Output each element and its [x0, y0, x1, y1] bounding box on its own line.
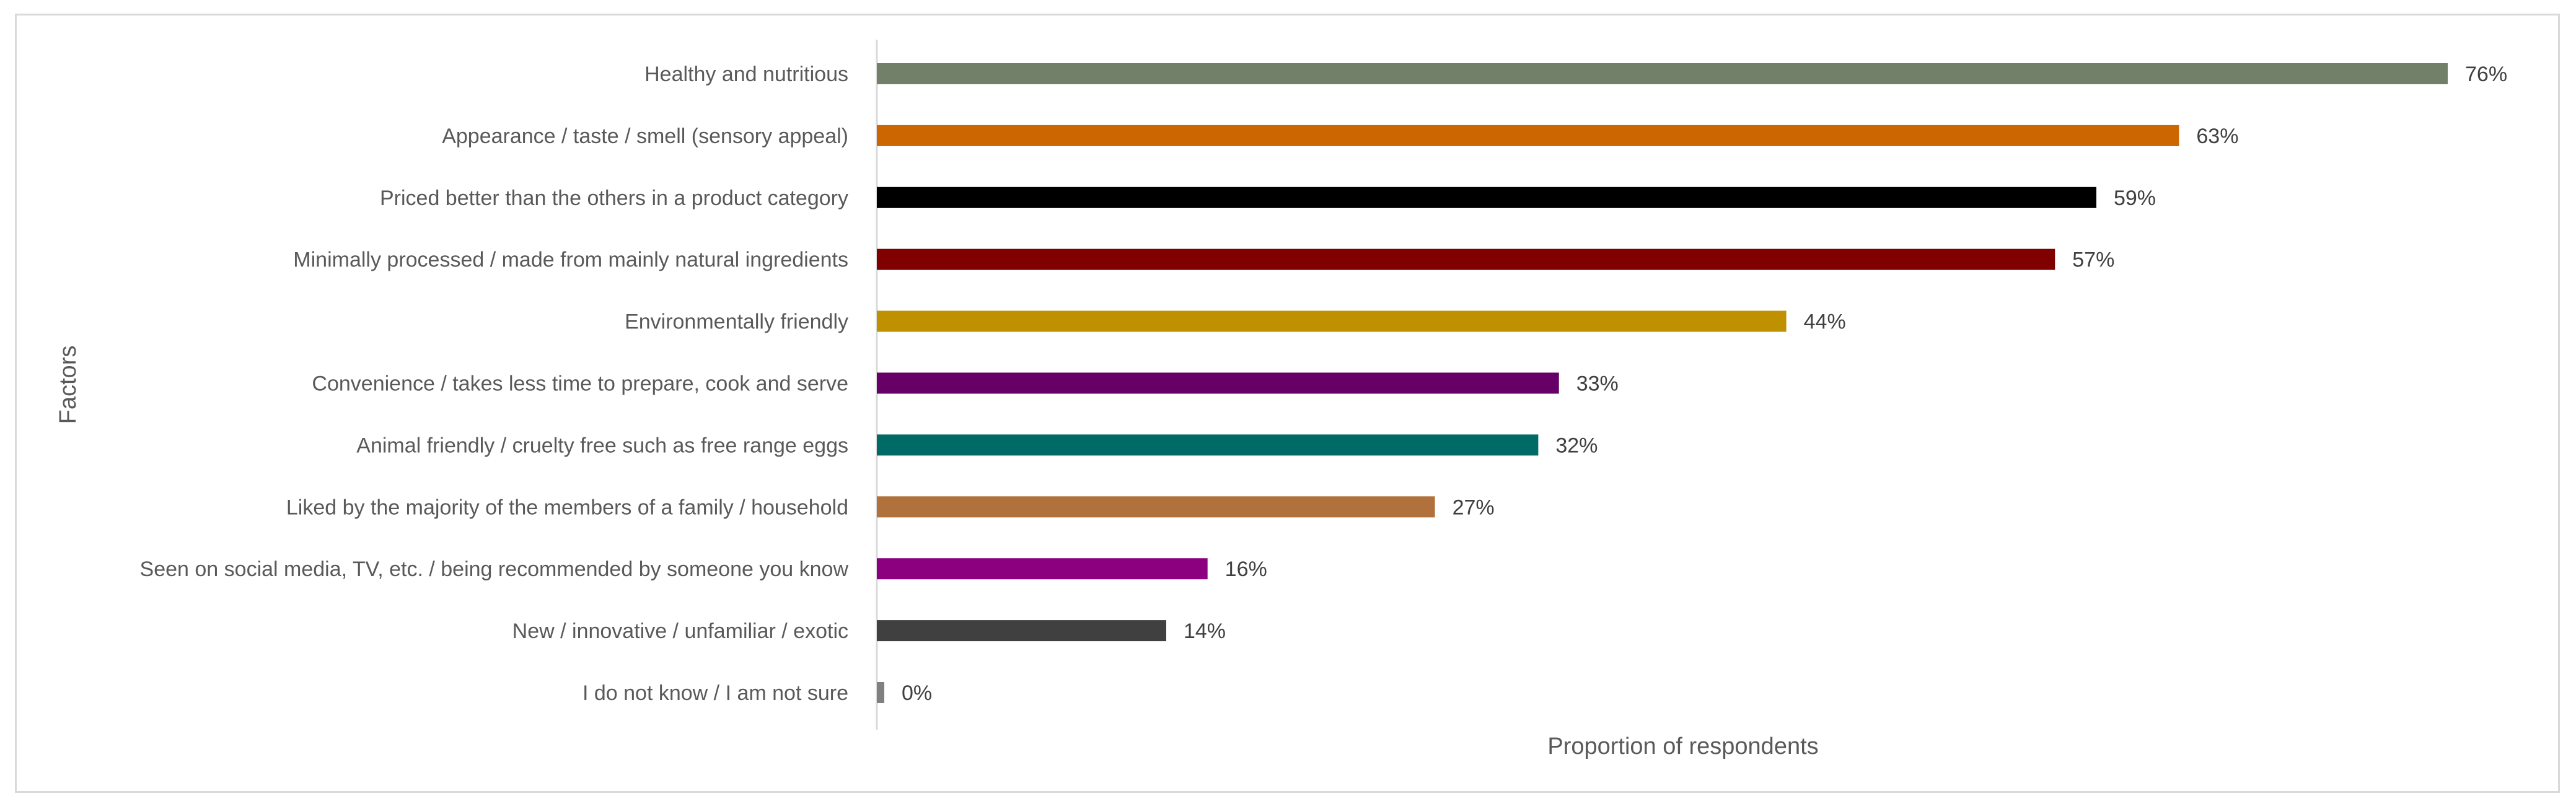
value-label-8: 16% — [1225, 558, 1267, 581]
category-label-3: Minimally processed / made from mainly n… — [293, 248, 848, 272]
category-label-4: Environmentally friendly — [625, 310, 848, 334]
category-label-6: Animal friendly / cruelty free such as f… — [356, 434, 848, 457]
category-label-9: New / innovative / unfamiliar / exotic — [512, 619, 848, 643]
x-axis-title: Proportion of respondents — [1547, 733, 1818, 759]
value-label-0: 76% — [2465, 63, 2507, 86]
bar-5 — [877, 372, 1559, 394]
bars-group — [877, 63, 2448, 703]
value-label-10: 0% — [902, 681, 932, 705]
category-label-7: Liked by the majority of the members of … — [286, 496, 848, 519]
bar-6 — [877, 434, 1539, 456]
value-label-5: 33% — [1576, 372, 1619, 396]
category-label-8: Seen on social media, TV, etc. / being r… — [140, 558, 849, 581]
value-labels: 76% 63% 59% 57% 44% 33% 32% 27% 16% 14% 0% — [902, 63, 2507, 705]
value-label-3: 57% — [2072, 248, 2114, 272]
category-label-10: I do not know / I am not sure — [582, 681, 848, 705]
bar-9 — [877, 620, 1166, 642]
y-axis-title: Factors — [55, 346, 81, 424]
value-label-4: 44% — [1804, 310, 1846, 334]
value-label-1: 63% — [2196, 125, 2238, 148]
category-label-0: Healthy and nutritious — [644, 63, 848, 86]
category-label-2: Priced better than the others in a produ… — [380, 186, 848, 210]
bar-7 — [877, 496, 1435, 518]
category-labels: Healthy and nutritious Appearance / taste… — [140, 63, 849, 705]
value-label-6: 32% — [1555, 434, 1598, 457]
bar-2 — [877, 186, 2096, 208]
value-label-2: 59% — [2114, 186, 2156, 210]
bar-3 — [877, 248, 2055, 270]
category-label-1: Appearance / taste / smell (sensory appe… — [442, 125, 848, 148]
bar-0 — [877, 63, 2448, 84]
bar-4 — [877, 310, 1787, 332]
bar-10 — [877, 682, 884, 703]
bar-8 — [877, 558, 1208, 580]
value-label-7: 27% — [1453, 496, 1495, 519]
value-label-9: 14% — [1184, 619, 1226, 643]
bar-1 — [877, 125, 2179, 146]
category-label-5: Convenience / takes less time to prepare… — [312, 372, 848, 396]
